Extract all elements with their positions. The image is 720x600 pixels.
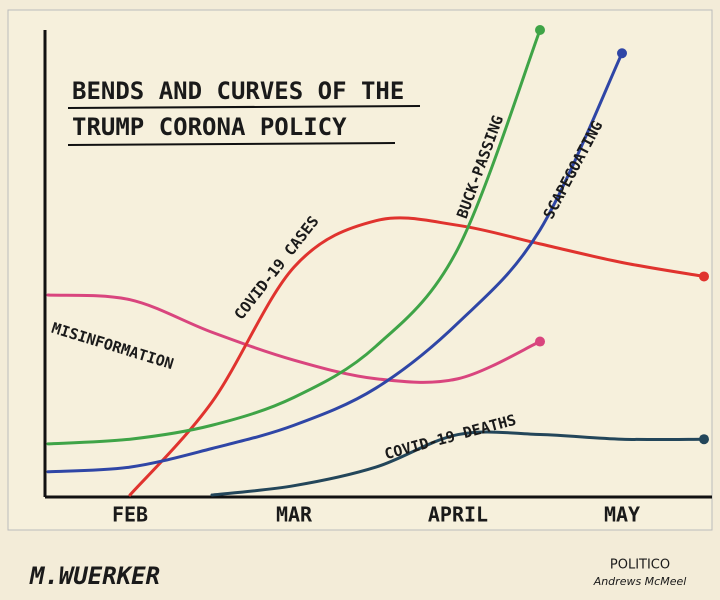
end-dot bbox=[535, 25, 545, 35]
end-dot bbox=[699, 271, 709, 282]
end-dot bbox=[617, 48, 627, 59]
end-dot bbox=[535, 336, 545, 347]
credit: Andrews McMeel bbox=[593, 575, 687, 588]
title-underline bbox=[67, 105, 421, 109]
signature: M.WUERKER bbox=[29, 562, 160, 590]
end-dot bbox=[699, 434, 709, 445]
series-line bbox=[128, 216, 706, 497]
series-line bbox=[46, 28, 542, 446]
frame bbox=[7, 9, 713, 531]
title-underline bbox=[67, 142, 396, 146]
x-tick-label: APRIL bbox=[428, 503, 488, 527]
credit: POLITICO bbox=[610, 558, 670, 573]
x-tick-label: MAY bbox=[604, 503, 640, 527]
x-tick-label: FEB bbox=[112, 503, 148, 527]
series-line bbox=[210, 430, 706, 497]
chart-title-line: TRUMP CORONA POLICY bbox=[72, 113, 347, 141]
x-tick-label: MAR bbox=[276, 503, 313, 527]
series-line bbox=[46, 51, 624, 474]
series-line bbox=[46, 293, 542, 384]
chart-title-line: BENDS AND CURVES OF THE bbox=[72, 77, 404, 105]
